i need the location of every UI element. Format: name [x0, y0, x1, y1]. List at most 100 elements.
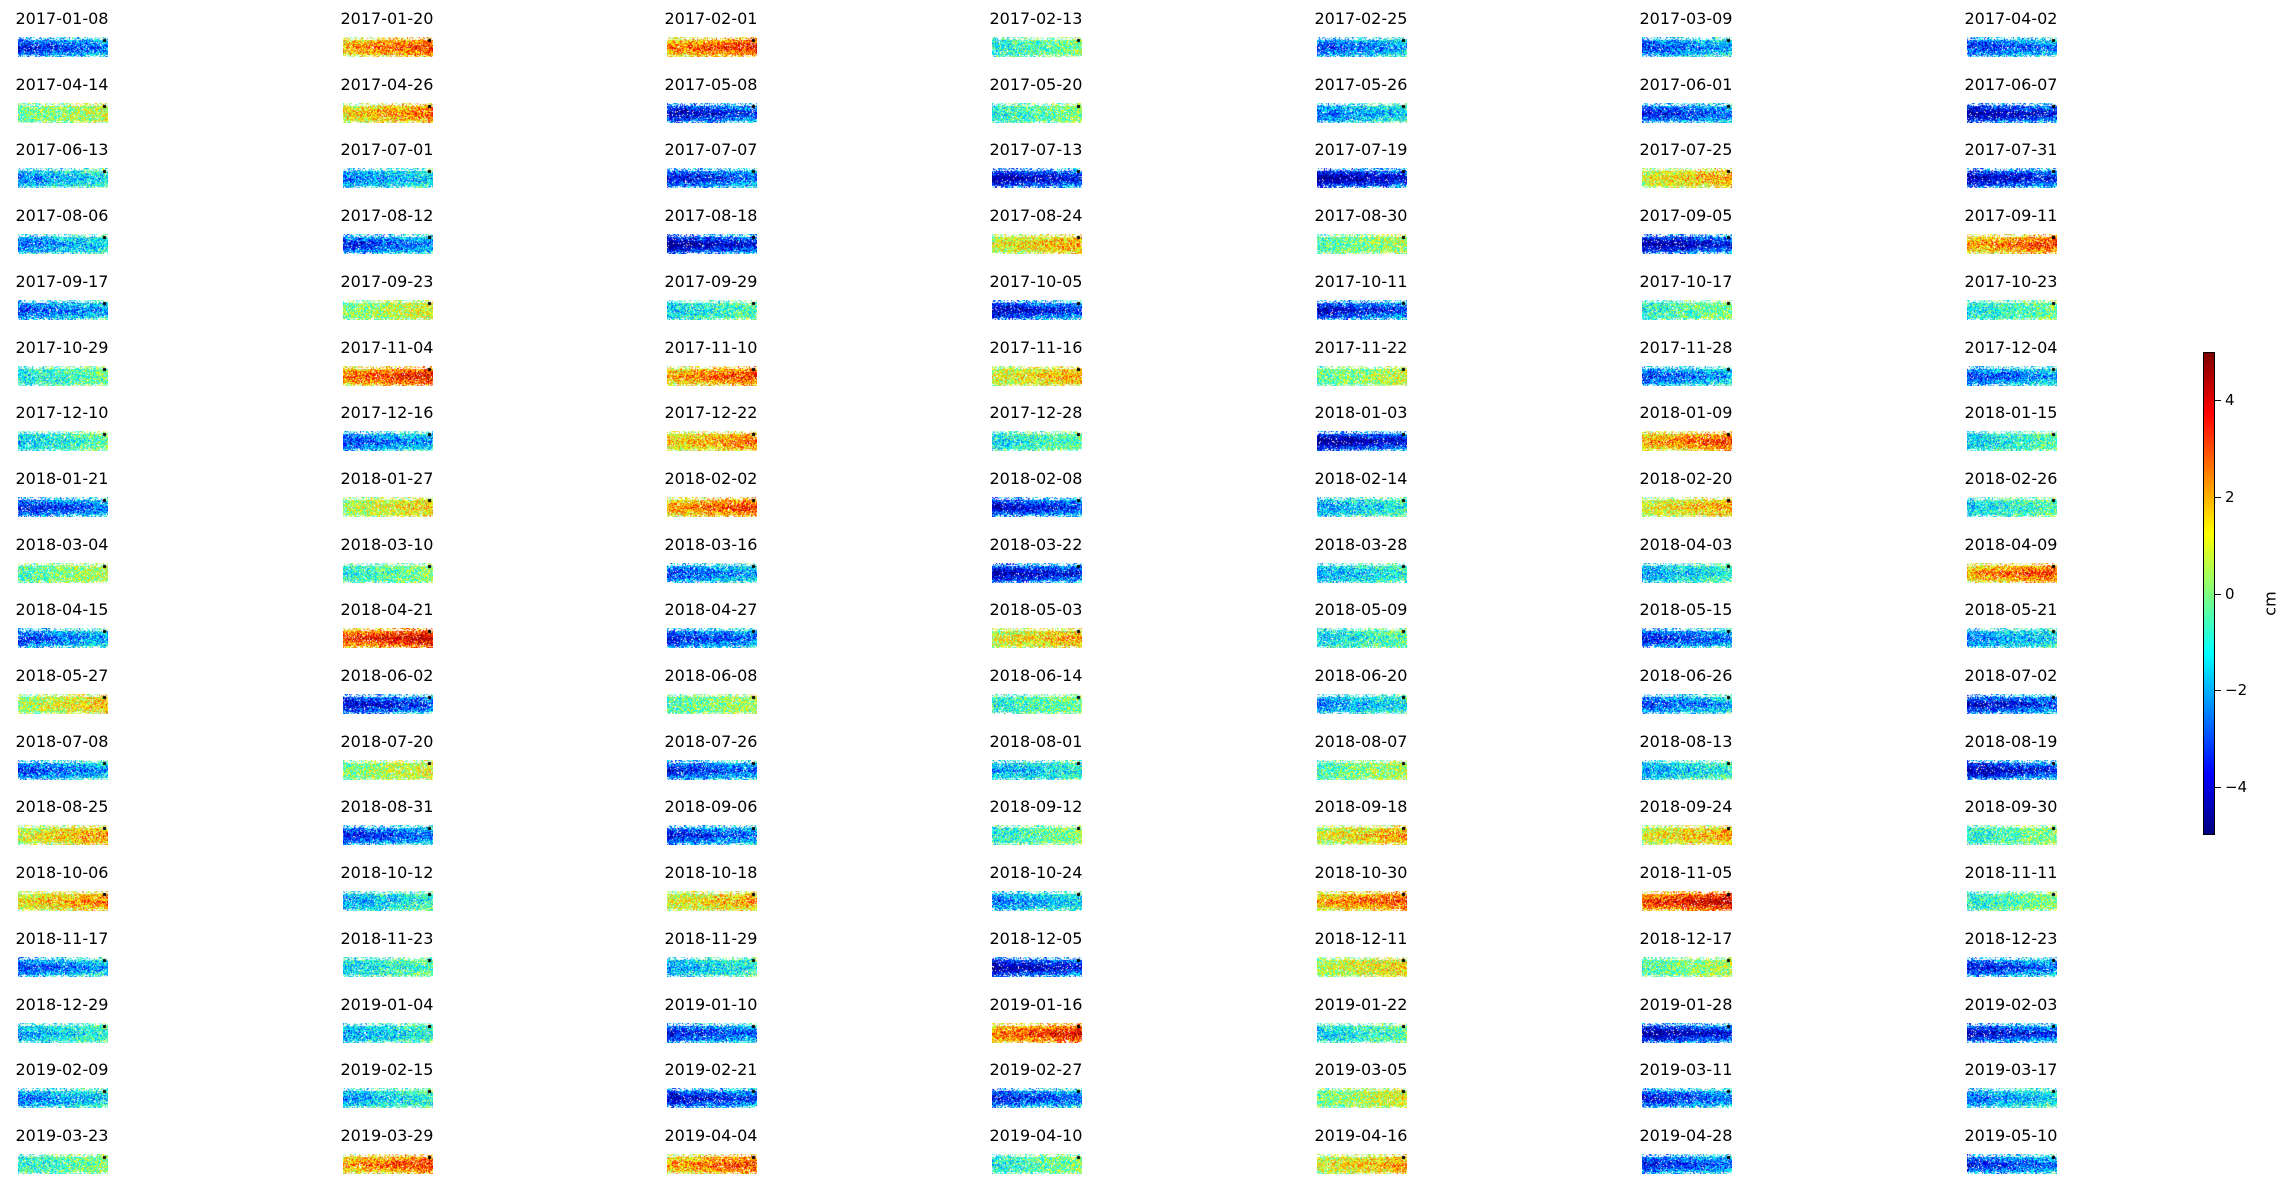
displacement-map	[1317, 431, 1407, 451]
interferogram-panel: 2017-12-04	[1949, 339, 2189, 399]
interferogram-panel: 2017-09-17	[0, 273, 240, 333]
displacement-map	[18, 234, 108, 254]
displacement-map	[18, 1154, 108, 1174]
panel-date-label: 2018-06-02	[340, 666, 434, 685]
displacement-map	[667, 37, 757, 57]
displacement-map	[1642, 497, 1732, 517]
displacement-map	[1967, 366, 2057, 386]
displacement-map	[1317, 37, 1407, 57]
displacement-map	[992, 891, 1082, 911]
displacement-map	[1317, 168, 1407, 188]
interferogram-panel: 2019-01-10	[649, 996, 889, 1056]
displacement-map	[992, 760, 1082, 780]
panel-date-label: 2017-09-23	[340, 272, 434, 291]
displacement-map	[667, 300, 757, 320]
displacement-map	[1317, 103, 1407, 123]
interferogram-panel: 2017-12-16	[325, 404, 565, 464]
interferogram-panel: 2019-02-27	[974, 1061, 1214, 1121]
displacement-map	[1967, 103, 2057, 123]
panel-date-label: 2018-07-08	[15, 732, 109, 751]
interferogram-panel: 2017-04-26	[325, 76, 565, 136]
displacement-map	[667, 1154, 757, 1174]
displacement-map	[18, 1088, 108, 1108]
interferogram-panel: 2017-05-20	[974, 76, 1214, 136]
panel-date-label: 2017-04-02	[1964, 9, 2058, 28]
displacement-map	[1967, 37, 2057, 57]
panel-date-label: 2017-10-11	[1314, 272, 1408, 291]
colorbar-tick	[2215, 690, 2221, 691]
displacement-map	[1642, 234, 1732, 254]
colorbar-tick	[2215, 400, 2221, 401]
interferogram-panel: 2018-10-06	[0, 864, 240, 924]
panel-date-label: 2017-08-30	[1314, 206, 1408, 225]
panel-date-label: 2018-03-28	[1314, 535, 1408, 554]
interferogram-panel: 2019-03-11	[1624, 1061, 1864, 1121]
displacement-map	[18, 497, 108, 517]
displacement-map	[343, 366, 433, 386]
panel-date-label: 2018-10-30	[1314, 863, 1408, 882]
panel-date-label: 2018-09-18	[1314, 797, 1408, 816]
panel-date-label: 2017-12-22	[664, 403, 758, 422]
displacement-map	[667, 563, 757, 583]
displacement-map	[992, 37, 1082, 57]
displacement-map	[992, 1088, 1082, 1108]
interferogram-panel: 2017-09-23	[325, 273, 565, 333]
interferogram-panel: 2017-10-05	[974, 273, 1214, 333]
panel-date-label: 2018-05-15	[1639, 600, 1733, 619]
panel-date-label: 2019-03-05	[1314, 1060, 1408, 1079]
panel-date-label: 2018-09-24	[1639, 797, 1733, 816]
panel-date-label: 2017-01-08	[15, 9, 109, 28]
interferogram-panel: 2017-04-02	[1949, 10, 2189, 70]
panel-date-label: 2018-06-08	[664, 666, 758, 685]
displacement-map	[343, 628, 433, 648]
interferogram-panel: 2019-05-10	[1949, 1127, 2189, 1187]
panel-date-label: 2018-05-21	[1964, 600, 2058, 619]
interferogram-panel: 2019-02-15	[325, 1061, 565, 1121]
interferogram-panel: 2017-02-13	[974, 10, 1214, 70]
interferogram-panel: 2017-08-24	[974, 207, 1214, 267]
interferogram-panel: 2017-06-07	[1949, 76, 2189, 136]
panel-date-label: 2017-07-01	[340, 140, 434, 159]
panel-date-label: 2018-05-27	[15, 666, 109, 685]
interferogram-panel: 2018-04-27	[649, 601, 889, 661]
interferogram-panel: 2018-09-06	[649, 798, 889, 858]
panel-date-label: 2018-09-30	[1964, 797, 2058, 816]
panel-date-label: 2018-04-21	[340, 600, 434, 619]
interferogram-panel: 2019-02-03	[1949, 996, 2189, 1056]
displacement-map	[1642, 1154, 1732, 1174]
interferogram-panel: 2018-05-09	[1299, 601, 1539, 661]
displacement-map	[992, 825, 1082, 845]
panel-date-label: 2017-11-28	[1639, 338, 1733, 357]
panel-date-label: 2019-04-10	[989, 1126, 1083, 1145]
interferogram-panel: 2019-04-04	[649, 1127, 889, 1187]
panel-date-label: 2019-01-28	[1639, 995, 1733, 1014]
panel-date-label: 2017-11-10	[664, 338, 758, 357]
interferogram-panel: 2018-01-27	[325, 470, 565, 530]
panel-date-label: 2018-08-19	[1964, 732, 2058, 751]
interferogram-panel: 2018-07-26	[649, 733, 889, 793]
panel-date-label: 2019-04-04	[664, 1126, 758, 1145]
displacement-map	[667, 431, 757, 451]
panel-date-label: 2017-11-22	[1314, 338, 1408, 357]
interferogram-panel: 2018-05-15	[1624, 601, 1864, 661]
interferogram-panel: 2018-07-20	[325, 733, 565, 793]
interferogram-panel: 2018-09-30	[1949, 798, 2189, 858]
displacement-map	[1967, 628, 2057, 648]
interferogram-panel: 2018-12-17	[1624, 930, 1864, 990]
displacement-map	[667, 234, 757, 254]
colorbar-tick-label: 4	[2225, 391, 2235, 409]
displacement-map	[667, 103, 757, 123]
panel-date-label: 2017-10-05	[989, 272, 1083, 291]
displacement-map	[1642, 760, 1732, 780]
panel-date-label: 2019-03-17	[1964, 1060, 2058, 1079]
panel-date-label: 2018-01-09	[1639, 403, 1733, 422]
panel-date-label: 2018-03-22	[989, 535, 1083, 554]
displacement-map	[18, 1023, 108, 1043]
interferogram-panel: 2018-08-07	[1299, 733, 1539, 793]
interferogram-panel: 2018-04-03	[1624, 536, 1864, 596]
panel-date-label: 2018-08-25	[15, 797, 109, 816]
displacement-map	[18, 694, 108, 714]
interferogram-panel: 2017-09-11	[1949, 207, 2189, 267]
displacement-map	[1642, 825, 1732, 845]
interferogram-panel: 2019-01-16	[974, 996, 1214, 1056]
